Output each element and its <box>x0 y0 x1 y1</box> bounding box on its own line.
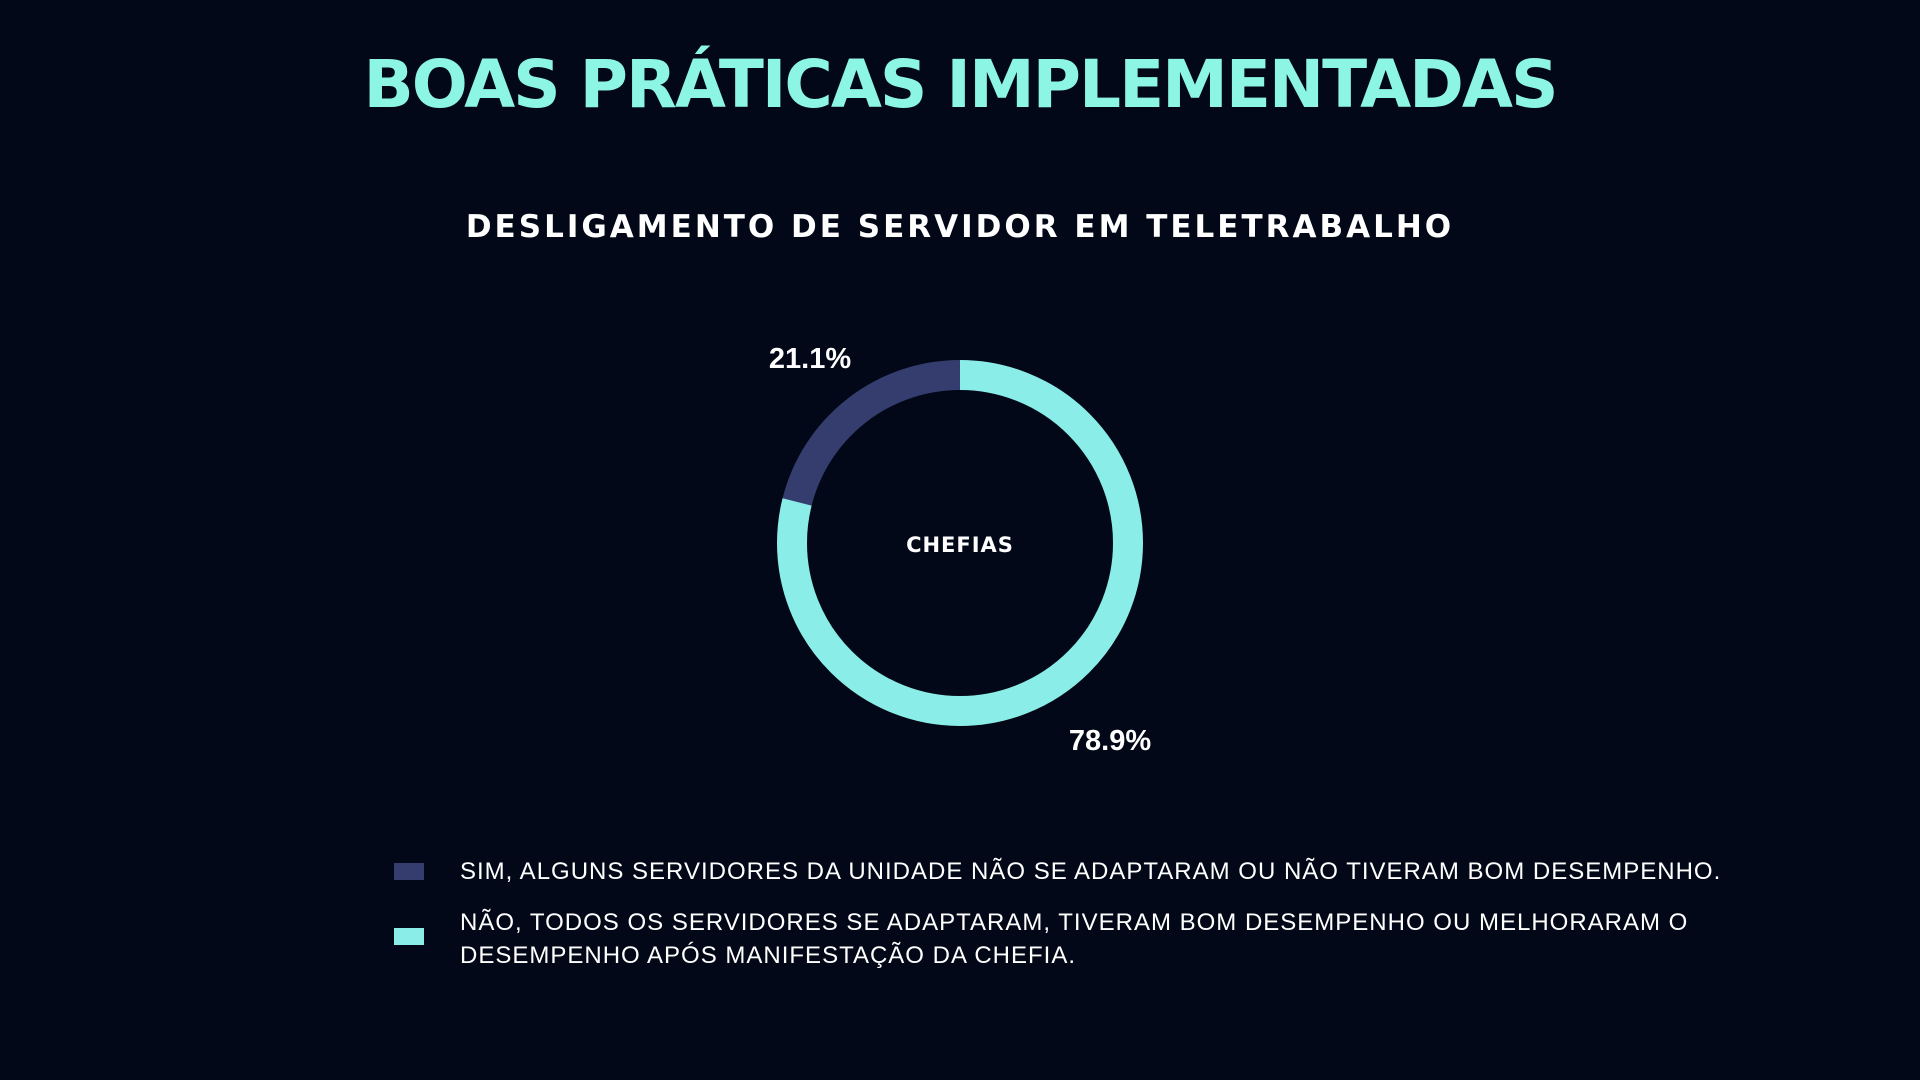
legend-item-sim: SIM, ALGUNS SERVIDORES DA UNIDADE NÃO SE… <box>394 855 1794 888</box>
legend-swatch-sim <box>394 863 424 880</box>
value-label-nao: 78.9% <box>1069 725 1151 757</box>
legend-item-nao: NÃO, TODOS OS SERVIDORES SE ADAPTARAM, T… <box>394 906 1794 972</box>
donut-chart: CHEFIAS 21.1% 78.9% <box>769 343 1151 757</box>
legend-label-nao: NÃO, TODOS OS SERVIDORES SE ADAPTARAM, T… <box>460 909 1689 969</box>
value-label-sim: 21.1% <box>769 343 851 375</box>
slice-nao <box>777 360 1143 726</box>
legend-label-sim: SIM, ALGUNS SERVIDORES DA UNIDADE NÃO SE… <box>460 858 1722 885</box>
chart-legend: SIM, ALGUNS SERVIDORES DA UNIDADE NÃO SE… <box>394 855 1794 990</box>
chart-title: DESLIGAMENTO DE SERVIDOR EM TELETRABALHO <box>465 209 1455 245</box>
legend-swatch-nao <box>394 928 424 945</box>
center-label: CHEFIAS <box>906 533 1014 557</box>
page-title: BOAS PRÁTICAS IMPLEMENTADAS <box>363 46 1558 123</box>
